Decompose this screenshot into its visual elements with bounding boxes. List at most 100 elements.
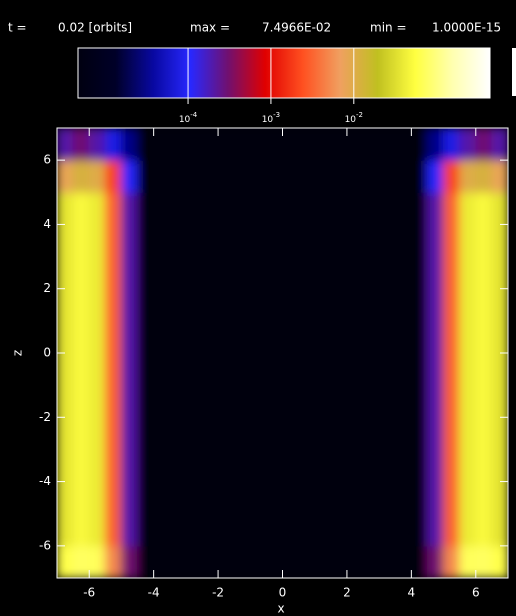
heatmap-cell xyxy=(249,448,267,483)
heatmap-cell xyxy=(201,513,219,547)
heatmap-cell xyxy=(217,352,235,386)
heatmap-cell xyxy=(72,191,90,225)
heatmap-cell xyxy=(72,416,90,450)
heatmap-cell xyxy=(362,223,380,258)
heatmap-cell xyxy=(459,513,477,547)
heatmap-cell xyxy=(394,448,412,483)
heatmap-cell xyxy=(475,256,493,290)
heatmap-cell xyxy=(298,545,316,578)
heatmap-cell xyxy=(410,545,428,578)
heatmap-cell xyxy=(346,320,364,354)
heatmap-cell xyxy=(185,448,203,483)
y-tick-label: -6 xyxy=(39,538,51,552)
heatmap-cell xyxy=(201,288,219,322)
heatmap-cell xyxy=(72,352,90,386)
heatmap-cell xyxy=(330,223,348,258)
heatmap-cell xyxy=(57,545,74,578)
heatmap-cell xyxy=(346,159,364,193)
colorbar-tick-label: 10-4 xyxy=(179,111,198,125)
heatmap-cell xyxy=(88,384,106,418)
heatmap-cell xyxy=(120,545,139,578)
heatmap-cell xyxy=(233,416,251,450)
heatmap-cell xyxy=(72,128,90,161)
heatmap-cell xyxy=(298,384,316,418)
heatmap-cell xyxy=(217,256,235,290)
heatmap-cell xyxy=(491,384,508,418)
x-tick-label: 6 xyxy=(472,586,480,600)
heatmap-cell xyxy=(153,320,171,354)
colorbar xyxy=(77,47,491,99)
heatmap-cell xyxy=(491,448,508,483)
heatmap-cell xyxy=(491,352,508,386)
heatmap-cell xyxy=(153,159,171,193)
x-tick-label: 4 xyxy=(408,586,416,600)
heatmap-cell xyxy=(249,545,267,578)
heatmap-cell xyxy=(443,320,461,354)
heatmap-cell xyxy=(185,513,203,547)
heatmap-cell xyxy=(169,223,187,258)
heatmap-cell xyxy=(201,448,219,483)
heatmap-cell xyxy=(426,159,445,193)
heatmap-cell xyxy=(330,256,348,290)
heatmap-cell xyxy=(330,288,348,322)
heatmap-cell xyxy=(201,128,219,161)
heatmap-cell xyxy=(314,481,332,515)
heatmap-cell xyxy=(298,223,316,258)
heatmap-cells xyxy=(57,128,508,578)
heatmap-cell xyxy=(249,352,267,386)
heatmap-cell xyxy=(298,159,316,193)
heatmap-cell xyxy=(346,352,364,386)
heatmap-cell xyxy=(217,448,235,483)
heatmap-cell xyxy=(282,481,300,515)
heatmap-cell xyxy=(298,320,316,354)
heatmap-cell xyxy=(410,481,428,515)
heatmap-cell xyxy=(185,128,203,161)
heatmap-cell xyxy=(475,545,493,578)
heatmap-cell xyxy=(88,352,106,386)
heatmap-cell xyxy=(265,545,283,578)
heatmap-cell xyxy=(426,416,445,450)
tick-exponent: -4 xyxy=(190,111,198,119)
heatmap-cell xyxy=(217,513,235,547)
heatmap-cell xyxy=(346,416,364,450)
heatmap-cell xyxy=(153,384,171,418)
heatmap-cell xyxy=(298,416,316,450)
heatmap-cell xyxy=(104,545,122,578)
heatmap-cell xyxy=(346,128,364,161)
heatmap-cell xyxy=(72,159,90,193)
heatmap-cell xyxy=(88,256,106,290)
heatmap-cell xyxy=(378,448,396,483)
heatmap-cell xyxy=(459,481,477,515)
heatmap-cell xyxy=(57,256,74,290)
heatmap-cell xyxy=(104,320,122,354)
heatmap-cell xyxy=(362,448,380,483)
heatmap-cell xyxy=(314,191,332,225)
heatmap-cell xyxy=(330,416,348,450)
heatmap-cell xyxy=(137,448,155,483)
heatmap-cell xyxy=(443,256,461,290)
heatmap-cell xyxy=(410,384,428,418)
heatmap-cell xyxy=(137,288,155,322)
heatmap-cell xyxy=(104,481,122,515)
heatmap-cell xyxy=(298,448,316,483)
heatmap-cell xyxy=(298,352,316,386)
heatmap-cell xyxy=(88,481,106,515)
heatmap-cell xyxy=(120,384,139,418)
tick-exponent: -2 xyxy=(356,111,363,119)
heatmap-cell xyxy=(362,256,380,290)
heatmap-cell xyxy=(88,223,106,258)
heatmap-cell xyxy=(378,352,396,386)
heatmap-cell xyxy=(330,513,348,547)
heatmap-cell xyxy=(443,159,461,193)
heatmap-cell xyxy=(298,256,316,290)
heatmap-cell xyxy=(394,191,412,225)
heatmap-cell xyxy=(233,320,251,354)
heatmap-cell xyxy=(410,352,428,386)
heatmap-cell xyxy=(362,352,380,386)
heatmap-cell xyxy=(137,352,155,386)
heatmap-cell xyxy=(378,223,396,258)
tick-exponent: -3 xyxy=(273,111,280,119)
heatmap-cell xyxy=(233,545,251,578)
heatmap-cell xyxy=(72,513,90,547)
